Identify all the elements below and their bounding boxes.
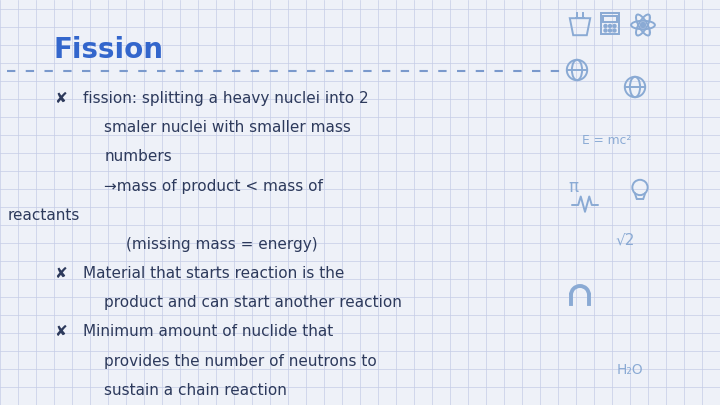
- Text: √2: √2: [616, 232, 635, 247]
- Text: Fission: Fission: [54, 36, 164, 64]
- Text: π: π: [568, 178, 578, 196]
- Circle shape: [604, 24, 607, 28]
- Text: (missing mass = energy): (missing mass = energy): [126, 237, 318, 252]
- Circle shape: [641, 22, 646, 28]
- Circle shape: [604, 29, 607, 32]
- Text: sustain a chain reaction: sustain a chain reaction: [104, 383, 287, 398]
- Text: Material that starts reaction is the: Material that starts reaction is the: [83, 266, 344, 281]
- Text: Minimum amount of nuclide that: Minimum amount of nuclide that: [83, 324, 333, 339]
- Text: provides the number of neutrons to: provides the number of neutrons to: [104, 354, 377, 369]
- Text: H₂O: H₂O: [617, 363, 643, 377]
- Text: E = mc²: E = mc²: [582, 134, 631, 147]
- Text: product and can start another reaction: product and can start another reaction: [104, 295, 402, 310]
- Circle shape: [613, 29, 616, 32]
- Text: reactants: reactants: [7, 208, 80, 223]
- Text: ✘: ✘: [54, 324, 67, 339]
- Text: ✘: ✘: [54, 266, 67, 281]
- Bar: [603, 15, 617, 21]
- Text: ✘: ✘: [54, 91, 67, 106]
- Bar: [601, 13, 619, 34]
- Text: fission: splitting a heavy nuclei into 2: fission: splitting a heavy nuclei into 2: [83, 91, 369, 106]
- Text: smaler nuclei with smaller mass: smaler nuclei with smaller mass: [104, 120, 351, 135]
- Circle shape: [613, 24, 616, 28]
- Text: numbers: numbers: [104, 149, 172, 164]
- Text: →mass of product < mass of: →mass of product < mass of: [104, 179, 323, 194]
- Circle shape: [608, 24, 611, 28]
- Circle shape: [608, 29, 611, 32]
